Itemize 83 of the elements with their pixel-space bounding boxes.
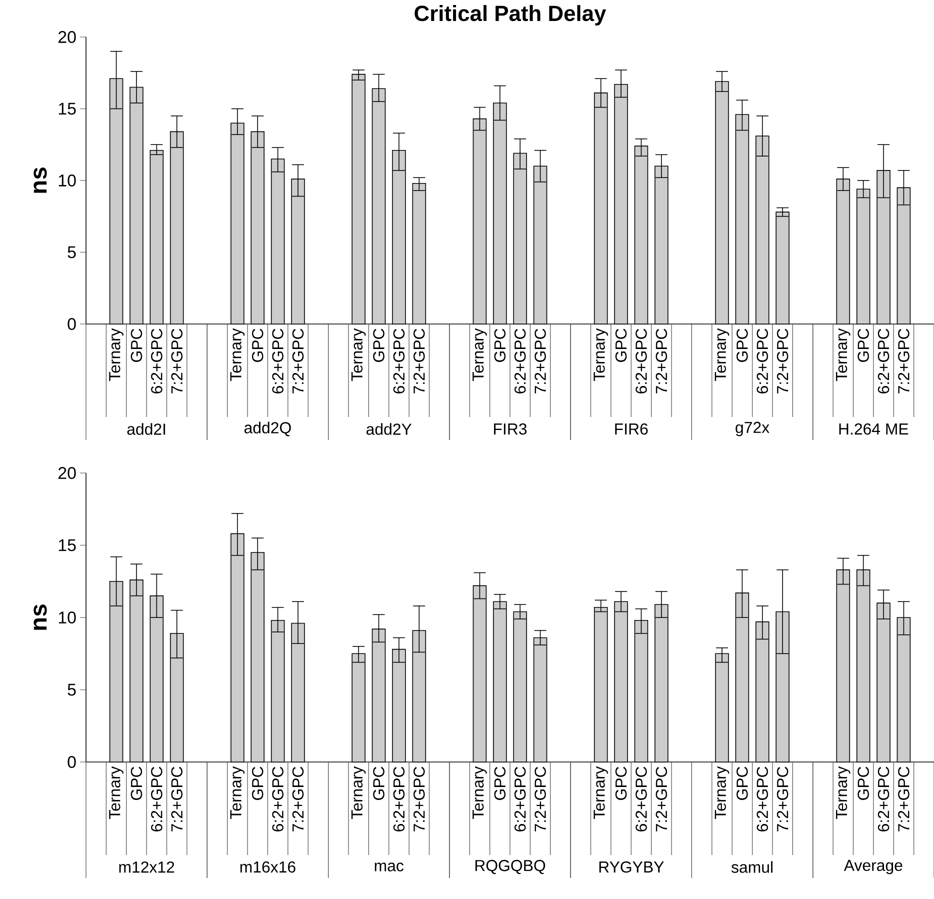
text: Ternary [230,328,245,381]
text: 7:2+GPC [776,766,788,832]
text: Ternary [594,766,608,819]
text: Ternary [351,328,366,381]
text: 7:2+GPC [534,328,546,394]
x-tick-label: H.264 ME [839,423,908,435]
y-tick-label: 10 [58,612,76,624]
text: 6:2+GPC [272,766,284,832]
text: 7:2+GPC [656,766,668,832]
text: 7:2+GPC [776,328,788,394]
x-tick-label: samul [731,861,772,873]
x-tick-label: add2Y [366,423,412,435]
text: Ternary [230,766,245,819]
x-tick-label: m16x16 [240,861,296,873]
y-axis-title: ns [34,604,47,630]
text: 6:2+GPC [151,328,162,394]
text: 7:2+GPC [898,766,910,832]
text: Ternary [714,328,730,381]
text: Ternary [472,328,487,381]
text: 6:2+GPC [151,766,162,832]
text: GPC [373,766,384,800]
text: GPC [494,766,506,800]
y-tick-label: 5 [68,246,76,258]
y-tick-label: 15 [58,539,76,552]
text: 6:2+GPC [393,766,405,832]
text: GPC [252,328,264,362]
y-tick-label: 20 [58,467,76,479]
text: 7:2+GPC [414,328,425,394]
text: Ternary [109,766,124,819]
x-tick-label: add2Q [244,422,291,436]
text: GPC [252,766,264,800]
text: Ternary [472,766,487,819]
text: 6:2+GPC [878,328,890,394]
chart-title: Critical Path Delay [414,5,606,26]
x-tick-label: FIR6 [615,423,648,435]
y-tick-label: 15 [58,102,76,115]
text: Ternary [594,328,608,381]
text: 6:2+GPC [636,328,647,394]
text: 7:2+GPC [656,328,668,394]
text: 6:2+GPC [393,328,405,394]
y-tick-label: 5 [68,684,76,696]
text: 7:2+GPC [292,766,304,832]
text: Ternary [109,328,124,381]
text: 7:2+GPC [171,328,182,394]
text: 7:2+GPC [414,766,425,832]
x-tick-label: m12x12 [119,861,174,873]
x-tick-label: mac [374,862,404,872]
text: 7:2+GPC [534,766,546,832]
x-tick-label: Average [844,860,902,874]
x-tick-label: RQGQBQ [475,860,546,874]
text: Ternary [836,328,850,381]
text: Ternary [351,766,366,819]
text: GPC [736,766,748,800]
text: GPC [736,328,748,362]
text: GPC [130,766,142,800]
text: 6:2+GPC [756,766,768,832]
text: GPC [858,328,869,362]
text: GPC [615,328,627,362]
text: 6:2+GPC [514,766,526,832]
text: Ternary [836,766,850,819]
text: 6:2+GPC [272,328,284,394]
text: 6:2+GPC [756,328,768,394]
text: 7:2+GPC [292,328,304,394]
text: 6:2+GPC [878,766,890,832]
x-tick-label: g72x [736,422,770,436]
text: GPC [615,766,627,800]
text: 6:2+GPC [636,766,647,832]
text: GPC [373,328,384,362]
y-tick-label: 0 [68,756,76,768]
text: GPC [130,328,142,362]
text: 7:2+GPC [171,766,182,832]
y-tick-label: 10 [58,174,76,186]
text: 7:2+GPC [898,328,910,394]
x-tick-label: FIR3 [494,423,527,435]
y-tick-label: 0 [68,318,76,330]
text: Ternary [714,766,730,819]
text: 6:2+GPC [514,328,526,394]
y-axis-title: ns [34,168,47,193]
x-tick-label: add2I [127,423,166,435]
y-tick-label: 20 [58,30,76,43]
text: GPC [858,766,869,800]
x-tick-label: RYGYBY [599,861,664,873]
text: GPC [494,328,506,362]
